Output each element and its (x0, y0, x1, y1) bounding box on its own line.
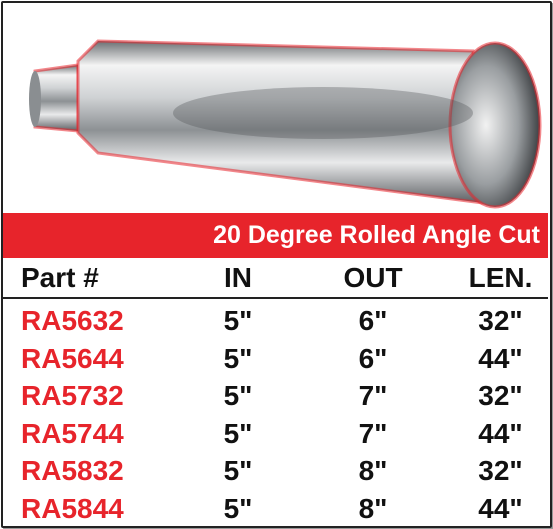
table-header-cell: LEN. (458, 259, 543, 297)
table-row-cell: RA5832 (21, 452, 124, 490)
table-header: Part # IN OUT LEN. (3, 259, 548, 297)
banner-title: 20 Degree Rolled Angle Cut (3, 213, 548, 258)
table-row-cell: 32" (458, 377, 543, 415)
header-rule (3, 297, 548, 299)
table-row-cell: 44" (458, 490, 543, 528)
table-row-cell: RA5844 (21, 490, 124, 528)
table-row-cell: RA5632 (21, 302, 124, 340)
table-header-cell: OUT (333, 259, 413, 297)
table-row-cell: 5" (198, 340, 278, 378)
table-row-cell: RA5744 (21, 415, 124, 453)
table-row-cell: 32" (458, 452, 543, 490)
table-row-cell: 8" (333, 490, 413, 528)
table-row-cell: 5" (198, 302, 278, 340)
table-row: RA5632 5" 6" 32" (3, 302, 548, 340)
table-row-cell: 5" (198, 377, 278, 415)
table-row-cell: RA5732 (21, 377, 124, 415)
table-row: RA5744 5" 7" 44" (3, 415, 548, 453)
table-row-cell: 44" (458, 415, 543, 453)
table-row-cell: 5" (198, 452, 278, 490)
table-header-cell: Part # (21, 259, 99, 297)
table-row-cell: 6" (333, 340, 413, 378)
table-row-cell: 7" (333, 377, 413, 415)
table-row: RA5832 5" 8" 32" (3, 452, 548, 490)
table-row: RA5844 5" 8" 44" (3, 490, 548, 528)
table-row-cell: 5" (198, 415, 278, 453)
table-row-cell: 8" (333, 452, 413, 490)
table-row: RA5644 5" 6" 44" (3, 340, 548, 378)
table-row-cell: 6" (333, 302, 413, 340)
table-row-cell: RA5644 (21, 340, 124, 378)
table-row-cell: 7" (333, 415, 413, 453)
table-row: RA5732 5" 7" 32" (3, 377, 548, 415)
table-header-cell: IN (198, 259, 278, 297)
table-row-cell: 32" (458, 302, 543, 340)
table-row-cell: 5" (198, 490, 278, 528)
product-sheet: 20 Degree Rolled Angle Cut Part # IN OUT LE… (0, 0, 553, 529)
exhaust-tip-image (3, 3, 548, 211)
table-row-cell: 44" (458, 340, 543, 378)
